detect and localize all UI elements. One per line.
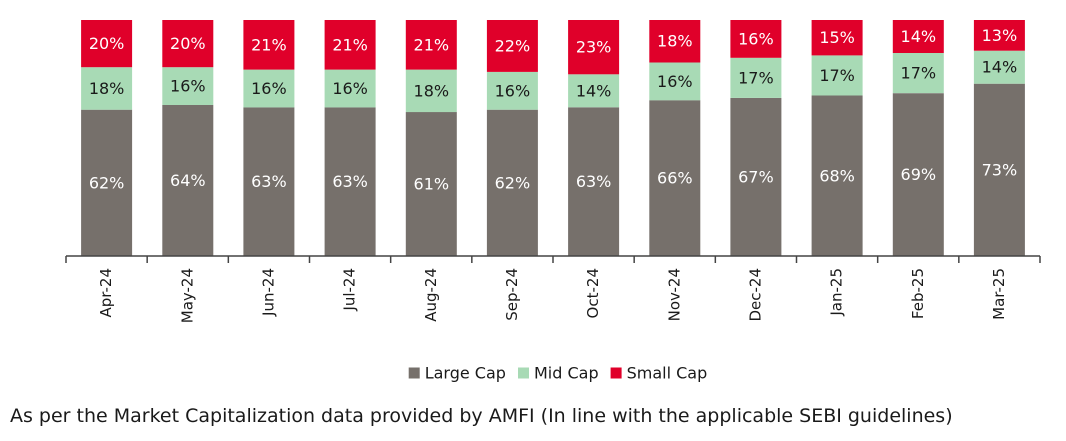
data-label: 63% <box>332 172 368 191</box>
bar-segment-small-cap-jan-25 <box>811 20 863 56</box>
bar-segment-large-cap-jun-24 <box>243 107 295 256</box>
bar-segment-large-cap-dec-24 <box>730 97 782 257</box>
data-label: 13% <box>982 26 1018 45</box>
data-label: 73% <box>982 160 1018 179</box>
data-label: 63% <box>576 172 612 191</box>
bar-segment-small-cap-mar-25 <box>973 20 1025 51</box>
data-label: 16% <box>332 79 368 98</box>
x-tick-label: Mar-25 <box>990 268 1008 320</box>
legend-swatch-small-cap <box>610 367 622 379</box>
x-tick-label: Nov-24 <box>665 268 683 321</box>
data-label: 16% <box>657 72 693 91</box>
x-tick-label: Jan-25 <box>828 268 846 317</box>
bar-segment-mid-cap-apr-24 <box>81 67 133 110</box>
legend-swatch-large-cap <box>408 367 420 379</box>
legend-label: Mid Cap <box>534 364 599 383</box>
x-tick-label: Sep-24 <box>503 268 521 321</box>
data-label: 18% <box>89 79 125 98</box>
x-tick-label: Jun-24 <box>259 268 277 317</box>
bar-segment-large-cap-aug-24 <box>405 112 457 256</box>
bar-segment-small-cap-nov-24 <box>649 20 701 63</box>
bar-segment-small-cap-sep-24 <box>486 20 538 72</box>
bar-segment-mid-cap-mar-25 <box>973 50 1025 84</box>
bar-segment-small-cap-oct-24 <box>568 20 620 75</box>
data-label: 21% <box>414 35 450 54</box>
data-label: 61% <box>414 175 450 194</box>
data-label: 62% <box>89 173 125 192</box>
legend-swatch-mid-cap <box>518 367 529 379</box>
bar-segment-mid-cap-jun-24 <box>243 69 295 108</box>
legend-label: Small Cap <box>627 364 708 383</box>
data-label: 16% <box>495 81 531 100</box>
bar-segment-mid-cap-aug-24 <box>405 69 457 113</box>
data-label: 69% <box>901 165 937 184</box>
x-tick-label: Dec-24 <box>746 268 764 322</box>
bar-segment-mid-cap-may-24 <box>162 67 214 105</box>
bar-segment-large-cap-apr-24 <box>81 109 133 256</box>
data-label: 16% <box>738 29 774 48</box>
data-label: 16% <box>170 77 206 96</box>
bar-segment-large-cap-jan-25 <box>811 95 863 256</box>
bar-segment-small-cap-feb-25 <box>892 20 944 53</box>
bar-segment-large-cap-sep-24 <box>486 109 538 256</box>
data-label: 20% <box>89 34 125 53</box>
bar-segment-large-cap-mar-25 <box>973 83 1025 256</box>
bar-segment-large-cap-jul-24 <box>324 107 376 256</box>
stacked-bar-chart: 62% 18% 20% 64% 16% 20% 63% 16% 21% 63% 16% 21% 61% 1… <box>65 20 1041 383</box>
bar-segment-mid-cap-dec-24 <box>730 57 782 98</box>
data-label: 14% <box>982 58 1018 77</box>
x-tick-label: May-24 <box>178 268 196 323</box>
data-label: 15% <box>819 28 855 47</box>
bar-segment-large-cap-may-24 <box>162 105 214 256</box>
data-label: 66% <box>657 169 693 188</box>
data-label: 14% <box>576 81 612 100</box>
bar-segment-mid-cap-nov-24 <box>649 62 701 101</box>
data-label: 18% <box>657 32 693 51</box>
bar-segment-mid-cap-oct-24 <box>568 74 620 108</box>
data-label: 64% <box>170 171 206 190</box>
bar-segment-small-cap-dec-24 <box>730 20 782 58</box>
bar-segment-small-cap-jul-24 <box>324 20 376 70</box>
bar-segment-mid-cap-sep-24 <box>486 71 538 110</box>
data-label: 63% <box>251 172 287 191</box>
bar-segment-small-cap-apr-24 <box>81 20 133 68</box>
data-label: 20% <box>170 34 206 53</box>
x-tick-label: Jul-24 <box>341 268 359 312</box>
bar-segment-mid-cap-jul-24 <box>324 69 376 108</box>
data-label: 14% <box>901 27 937 46</box>
data-label: 23% <box>576 38 612 57</box>
data-label: 18% <box>414 81 450 100</box>
data-label: 22% <box>495 37 531 56</box>
data-label: 21% <box>251 35 287 54</box>
legend-label: Large Cap <box>425 364 506 383</box>
data-label: 16% <box>251 79 287 98</box>
footnote: As per the Market Capitalization data pr… <box>10 405 953 427</box>
bar-segment-small-cap-may-24 <box>162 20 214 68</box>
x-axis: Apr-24 May-24 Jun-24 Jul-24 Aug-24 Sep-24 Oct-… <box>65 255 1041 323</box>
data-label: 17% <box>738 68 774 87</box>
data-label: 62% <box>495 173 531 192</box>
bar-segment-large-cap-nov-24 <box>649 100 701 256</box>
data-label: 21% <box>332 35 368 54</box>
x-tick-label: Aug-24 <box>422 268 440 322</box>
legend: Large Cap Mid Cap Small Cap <box>408 364 708 383</box>
x-tick-label: Feb-25 <box>909 268 927 319</box>
x-tick-label: Apr-24 <box>97 268 115 318</box>
bars-group: 62% 18% 20% 64% 16% 20% 63% 16% 21% 63% 16% 21% 61% 1… <box>81 20 1025 257</box>
data-label: 68% <box>819 166 855 185</box>
bar-segment-large-cap-oct-24 <box>568 107 620 256</box>
bar-segment-large-cap-feb-25 <box>892 93 944 256</box>
x-tick-label: Oct-24 <box>584 268 602 318</box>
bar-segment-small-cap-aug-24 <box>405 20 457 70</box>
bar-segment-small-cap-jun-24 <box>243 20 295 70</box>
data-label: 17% <box>901 64 937 83</box>
data-label: 67% <box>738 167 774 186</box>
bar-segment-mid-cap-feb-25 <box>892 53 944 94</box>
data-label: 17% <box>819 66 855 85</box>
bar-segment-mid-cap-jan-25 <box>811 55 863 96</box>
